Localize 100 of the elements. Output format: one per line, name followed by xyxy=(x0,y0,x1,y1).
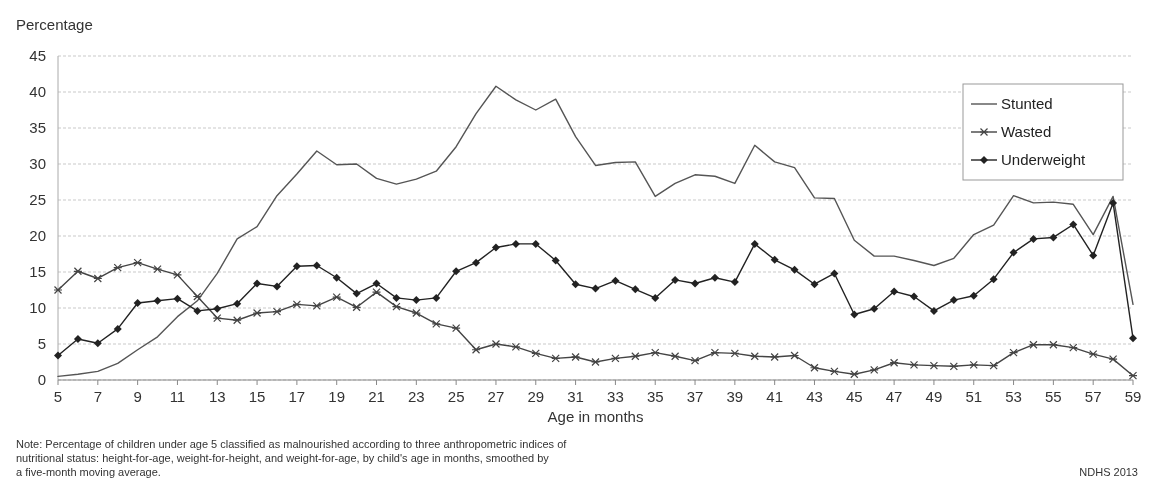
x-tick-label: 53 xyxy=(1005,388,1022,405)
x-tick-label: 17 xyxy=(288,388,306,405)
point xyxy=(770,352,780,362)
x-tick-label: 25 xyxy=(447,388,465,405)
point xyxy=(849,370,859,379)
x-tick-label: 55 xyxy=(1045,388,1062,405)
y-axis-title: Percentage xyxy=(16,16,93,33)
point xyxy=(691,279,700,288)
point xyxy=(690,356,700,365)
point xyxy=(929,306,938,315)
point xyxy=(809,363,820,372)
x-tick-label: 7 xyxy=(93,388,102,405)
point xyxy=(253,279,262,288)
point xyxy=(491,339,501,349)
x-tick-label: 15 xyxy=(248,388,266,405)
point xyxy=(969,291,978,300)
x-tick-label: 47 xyxy=(885,388,903,405)
y-tick-label: 5 xyxy=(37,335,46,353)
y-tick-label: 25 xyxy=(29,191,46,209)
point xyxy=(332,273,341,282)
y-tick-label: 20 xyxy=(29,227,46,245)
point xyxy=(889,358,899,367)
point xyxy=(73,334,82,343)
point xyxy=(173,294,182,303)
point xyxy=(789,351,800,360)
point xyxy=(1009,248,1018,257)
x-tick-label: 57 xyxy=(1084,388,1102,405)
point xyxy=(1048,340,1058,349)
point xyxy=(133,258,143,267)
point xyxy=(133,298,142,307)
point xyxy=(829,367,839,376)
x-tick-label: 19 xyxy=(328,388,346,405)
point xyxy=(710,273,719,282)
point xyxy=(1108,355,1118,364)
x-tick-label: 45 xyxy=(845,388,863,405)
point xyxy=(1029,234,1038,243)
x-tick-label: 31 xyxy=(567,388,584,405)
point xyxy=(989,275,998,284)
y-tick-label: 0 xyxy=(37,371,46,389)
point xyxy=(431,319,441,328)
point xyxy=(73,267,83,276)
point xyxy=(352,303,362,312)
point xyxy=(611,276,620,285)
x-axis-title: Age in months xyxy=(547,408,644,425)
point xyxy=(1068,343,1078,352)
point xyxy=(193,306,202,315)
point xyxy=(411,308,421,318)
point xyxy=(152,265,163,274)
point xyxy=(172,270,183,279)
point xyxy=(551,354,561,363)
point xyxy=(631,285,640,294)
point xyxy=(1128,371,1138,380)
x-tick-label: 13 xyxy=(208,388,226,405)
point xyxy=(312,301,322,310)
point xyxy=(272,307,282,316)
x-tick-label: 59 xyxy=(1124,388,1142,405)
point xyxy=(969,360,979,369)
point xyxy=(1069,220,1078,229)
point xyxy=(531,239,540,248)
point xyxy=(1049,233,1058,242)
point xyxy=(730,349,740,358)
x-tick-label: 5 xyxy=(53,388,63,405)
point xyxy=(1129,334,1137,343)
point xyxy=(830,269,839,278)
point xyxy=(531,349,541,358)
point xyxy=(192,292,202,301)
point xyxy=(651,293,660,302)
point xyxy=(452,267,461,276)
x-tick-label: 51 xyxy=(965,388,983,405)
point xyxy=(472,258,481,267)
x-tick-label: 41 xyxy=(766,388,784,405)
point xyxy=(890,287,899,296)
point xyxy=(909,360,919,369)
point xyxy=(1028,340,1039,349)
point xyxy=(412,296,421,305)
point xyxy=(870,304,879,313)
point xyxy=(391,302,402,311)
y-tick-label: 45 xyxy=(29,47,46,65)
point xyxy=(511,239,520,248)
point xyxy=(292,300,302,309)
point xyxy=(471,345,481,354)
point xyxy=(491,243,500,252)
point xyxy=(650,348,660,357)
point xyxy=(810,280,819,289)
x-tick-label: 23 xyxy=(407,388,425,405)
point xyxy=(869,365,879,375)
point xyxy=(451,324,461,333)
point xyxy=(113,324,122,333)
x-tick-label: 43 xyxy=(806,388,823,405)
y-tick-label: 30 xyxy=(29,155,46,173)
point xyxy=(989,361,999,370)
x-tick-label: 37 xyxy=(686,388,704,405)
point xyxy=(233,299,242,308)
x-tick-label: 21 xyxy=(368,388,385,405)
legend-label: Underweight xyxy=(1001,151,1087,169)
point xyxy=(432,293,441,302)
point xyxy=(750,239,759,248)
point xyxy=(730,278,739,287)
legend-label: Wasted xyxy=(1001,123,1052,141)
legend-label: Stunted xyxy=(1001,95,1053,113)
